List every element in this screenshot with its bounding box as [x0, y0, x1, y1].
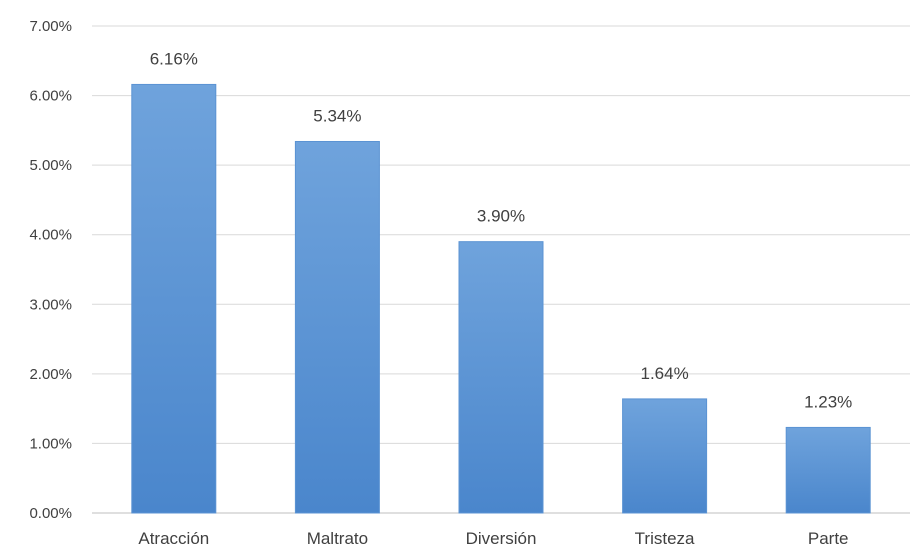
- category-label: Atracción: [138, 529, 209, 548]
- y-tick-label: 1.00%: [29, 435, 72, 452]
- data-label: 1.23%: [804, 392, 852, 411]
- category-label: Maltrato: [307, 529, 368, 548]
- bar: [458, 241, 544, 514]
- y-tick-label: 0.00%: [29, 505, 72, 522]
- data-label: 5.34%: [313, 106, 361, 125]
- y-tick-label: 7.00%: [29, 18, 72, 35]
- y-tick-label: 4.00%: [29, 227, 72, 244]
- x-axis-category-labels: Atracción Maltrato Diversión Tristeza Parte: [138, 529, 848, 548]
- data-label: 6.16%: [150, 49, 198, 68]
- data-label: 1.64%: [640, 364, 688, 383]
- category-label: Tristeza: [635, 529, 695, 548]
- category-label: Diversión: [466, 529, 537, 548]
- bars: [131, 83, 871, 514]
- y-tick-label: 5.00%: [29, 157, 72, 174]
- y-tick-label: 2.00%: [29, 366, 72, 383]
- y-axis-tick-labels: 0.00% 1.00% 2.00% 3.00% 4.00% 5.00% 6.00% 7.00%: [29, 18, 72, 522]
- y-tick-label: 6.00%: [29, 88, 72, 105]
- bar: [131, 83, 217, 514]
- category-label: Parte: [808, 529, 849, 548]
- data-labels: 6.16% 5.34% 3.90% 1.64% 1.23%: [150, 49, 853, 411]
- bar: [785, 426, 871, 514]
- y-tick-label: 3.00%: [29, 296, 72, 313]
- bar: [622, 398, 708, 514]
- data-label: 3.90%: [477, 207, 525, 226]
- bar: [294, 140, 380, 514]
